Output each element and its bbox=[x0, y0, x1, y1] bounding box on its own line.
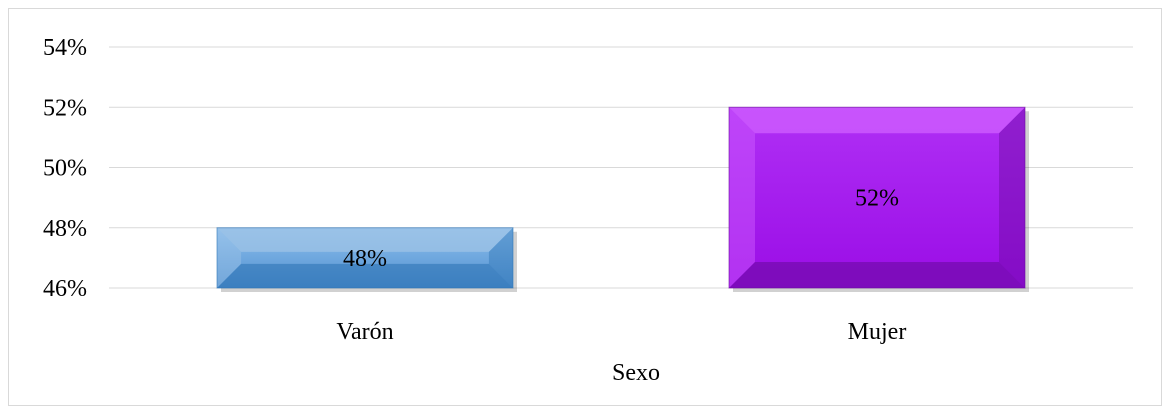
y-tick-label: 54% bbox=[43, 35, 87, 61]
bar-outline bbox=[728, 106, 1026, 289]
y-tick-label: 50% bbox=[43, 156, 87, 182]
x-category-label: Mujer bbox=[848, 319, 907, 345]
bar-bevel-left bbox=[729, 107, 755, 288]
bar-mujer: 52% bbox=[728, 106, 1029, 292]
bar-bevel-left bbox=[217, 227, 242, 288]
bar-bevel-bottom bbox=[729, 262, 1025, 288]
y-tick-label: 46% bbox=[43, 276, 87, 302]
bar-body bbox=[729, 107, 1025, 288]
y-axis-ticks: 46% 48% 50% 52% 54% bbox=[43, 35, 87, 302]
data-label: 52% bbox=[855, 186, 899, 212]
bar-bevel-bottom bbox=[217, 263, 513, 288]
x-category-label: Varón bbox=[336, 319, 393, 345]
bar-chart: 46% 48% 50% 52% 54% 48% 52% Varón Mujer Sexo bbox=[43, 35, 1133, 386]
y-tick-label: 48% bbox=[43, 216, 87, 242]
bar-outline bbox=[216, 227, 514, 289]
bar-bevel-top bbox=[729, 107, 1025, 134]
bars: 48% 52% bbox=[216, 106, 1029, 292]
x-axis-categories: Varón Mujer bbox=[336, 319, 906, 345]
bar-var-n: 48% bbox=[216, 227, 517, 292]
bar-bevel-right bbox=[488, 227, 513, 288]
y-tick-label: 52% bbox=[43, 95, 87, 121]
x-axis-title: Sexo bbox=[612, 360, 660, 386]
bar-bevel-right bbox=[999, 107, 1025, 288]
chart-frame: 46% 48% 50% 52% 54% 48% 52% Varón Mujer Sexo bbox=[8, 8, 1162, 406]
bar-bevel-top bbox=[217, 227, 513, 252]
data-label: 48% bbox=[343, 246, 387, 272]
